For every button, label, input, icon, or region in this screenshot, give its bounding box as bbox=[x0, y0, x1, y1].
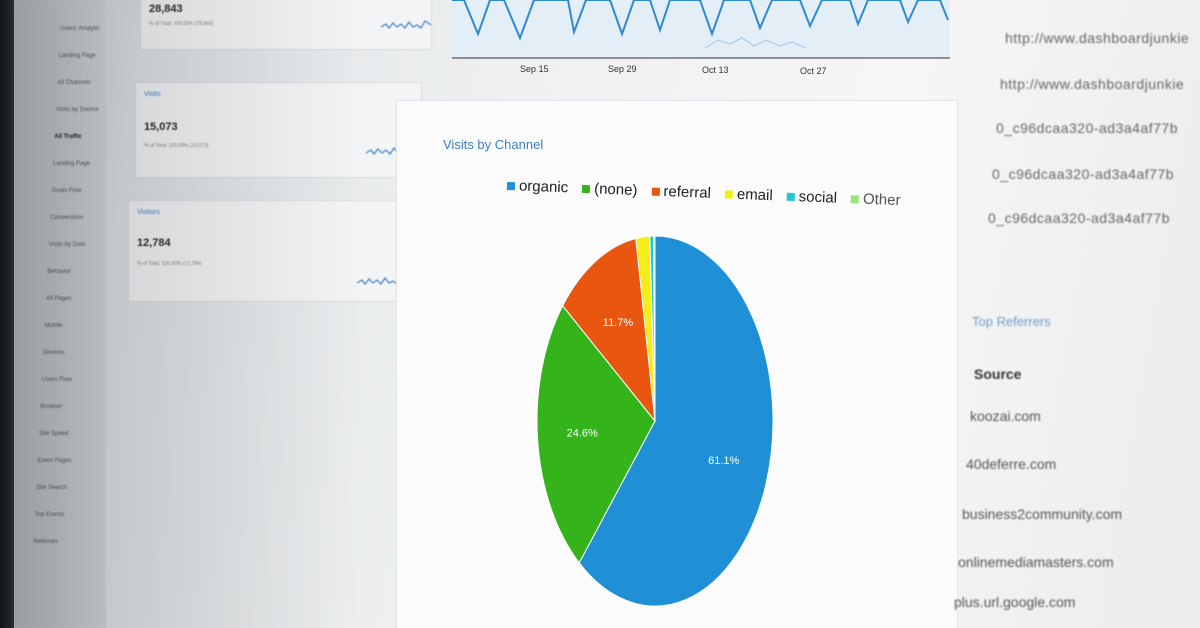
card-subtitle: % of Total: 100.00% (28,843) bbox=[149, 21, 214, 27]
sidebar-nav-item[interactable]: Landing Page bbox=[58, 53, 96, 59]
card-value: 28,843 bbox=[149, 3, 183, 15]
source-link[interactable]: business2community.com bbox=[962, 506, 1123, 522]
pie-data-label: 24.6% bbox=[567, 428, 598, 440]
pie-slice[interactable] bbox=[536, 304, 656, 564]
x-tick-label: Oct 13 bbox=[702, 65, 729, 75]
pie-slice[interactable] bbox=[653, 235, 656, 422]
sidebar-nav-item[interactable]: All Traffic bbox=[54, 134, 82, 140]
sidebar-nav-item[interactable]: Site Speed bbox=[39, 431, 69, 437]
right-column: http://www.dashboardjunkie http://www.da… bbox=[950, 0, 1200, 628]
x-tick-label: Sep 29 bbox=[608, 64, 637, 74]
card-subtitle: % of Total: 100.00% (15,073) bbox=[144, 143, 209, 149]
sidebar-nav-item[interactable]: Top Events bbox=[34, 512, 65, 518]
source-link[interactable]: 40deferre.com bbox=[966, 456, 1057, 472]
monitor-bezel bbox=[0, 0, 14, 628]
card-value: 15,073 bbox=[144, 121, 178, 133]
sidebar-nav-item[interactable]: All Channels bbox=[57, 80, 91, 86]
card-title: Visits bbox=[144, 91, 161, 98]
pie-data-label: 11.7% bbox=[603, 317, 634, 329]
visits-line-chart[interactable]: Sep 15 Sep 29 Oct 13 Oct 27 bbox=[450, 0, 950, 80]
card-value: 12,784 bbox=[137, 237, 171, 249]
visits-by-channel-panel: Visits by Channel organic (none) referral e… bbox=[396, 100, 958, 628]
referrers-title: Top Referrers bbox=[972, 314, 1051, 329]
sidebar-nav-item[interactable]: Visits by Source bbox=[55, 107, 99, 113]
sidebar-nav-item[interactable]: All Pages bbox=[46, 296, 72, 302]
line-chart-plot bbox=[452, 0, 950, 59]
source-link[interactable]: plus.url.google.com bbox=[954, 594, 1076, 610]
chart-title: Visits by Channel bbox=[443, 137, 544, 152]
x-tick-label: Oct 27 bbox=[800, 66, 827, 76]
sidebar-nav-item[interactable]: Behavior bbox=[47, 269, 72, 275]
sidebar-nav-item[interactable]: Browser bbox=[40, 404, 63, 410]
sidebar-nav-item[interactable]: Devices bbox=[43, 350, 65, 356]
card-subtitle: % of Total: 100.00% (12,784) bbox=[137, 261, 202, 267]
url-row[interactable]: 0_c96dcaa320-ad3a4af77b bbox=[996, 120, 1178, 136]
sidebar-nav-item[interactable]: Conversions bbox=[50, 215, 84, 221]
url-row[interactable]: http://www.dashboardjunkie bbox=[1000, 76, 1185, 92]
source-column-header[interactable]: Source bbox=[974, 366, 1022, 382]
sidebar-nav-item[interactable]: Visits by Date bbox=[48, 242, 86, 248]
url-row[interactable]: http://www.dashboardjunkie bbox=[1005, 30, 1190, 46]
card-title: Visitors bbox=[137, 209, 160, 216]
sparkline bbox=[381, 20, 431, 29]
url-row[interactable]: 0_c96dcaa320-ad3a4af77b bbox=[992, 166, 1174, 182]
sidebar-nav-item[interactable]: Users Flow bbox=[41, 377, 72, 383]
metric-card-visits[interactable]: Visits 15,073 % of Total: 100.00% (15,07… bbox=[135, 82, 422, 178]
sidebar-nav-item[interactable]: Goals Flow bbox=[51, 188, 82, 194]
sidebar-nav-item[interactable]: Users: Analytic bbox=[60, 26, 100, 32]
pie-chart: 61.1% 24.6% 11.7% bbox=[536, 235, 774, 607]
metric-card-visitors[interactable]: Visitors 12,784 % of Total: 100.00% (12,… bbox=[128, 200, 412, 302]
metric-card-pageviews[interactable]: 28,843 % of Total: 100.00% (28,843) bbox=[140, 0, 432, 50]
x-tick-label: Sep 15 bbox=[520, 64, 549, 74]
sidebar-nav-item[interactable]: Mobile bbox=[44, 323, 63, 329]
source-link[interactable]: koozai.com bbox=[970, 408, 1041, 424]
sidebar-nav-item[interactable]: Landing Page bbox=[53, 161, 91, 167]
pie-data-label: 61.1% bbox=[708, 455, 739, 467]
sidebar-nav-item[interactable]: Site Search bbox=[36, 485, 68, 491]
pie-slice[interactable] bbox=[578, 235, 774, 607]
sidebar-nav: Users: Analytic Landing Page All Channels V… bbox=[14, 0, 106, 628]
sidebar-nav-item[interactable]: Referrals bbox=[33, 539, 58, 545]
sidebar-nav-item[interactable]: Event Pages bbox=[37, 458, 72, 464]
source-link[interactable]: onlinemediamasters.com bbox=[958, 554, 1114, 570]
pie-slice[interactable] bbox=[562, 237, 656, 423]
url-row[interactable]: 0_c96dcaa320-ad3a4af77b bbox=[988, 210, 1170, 226]
